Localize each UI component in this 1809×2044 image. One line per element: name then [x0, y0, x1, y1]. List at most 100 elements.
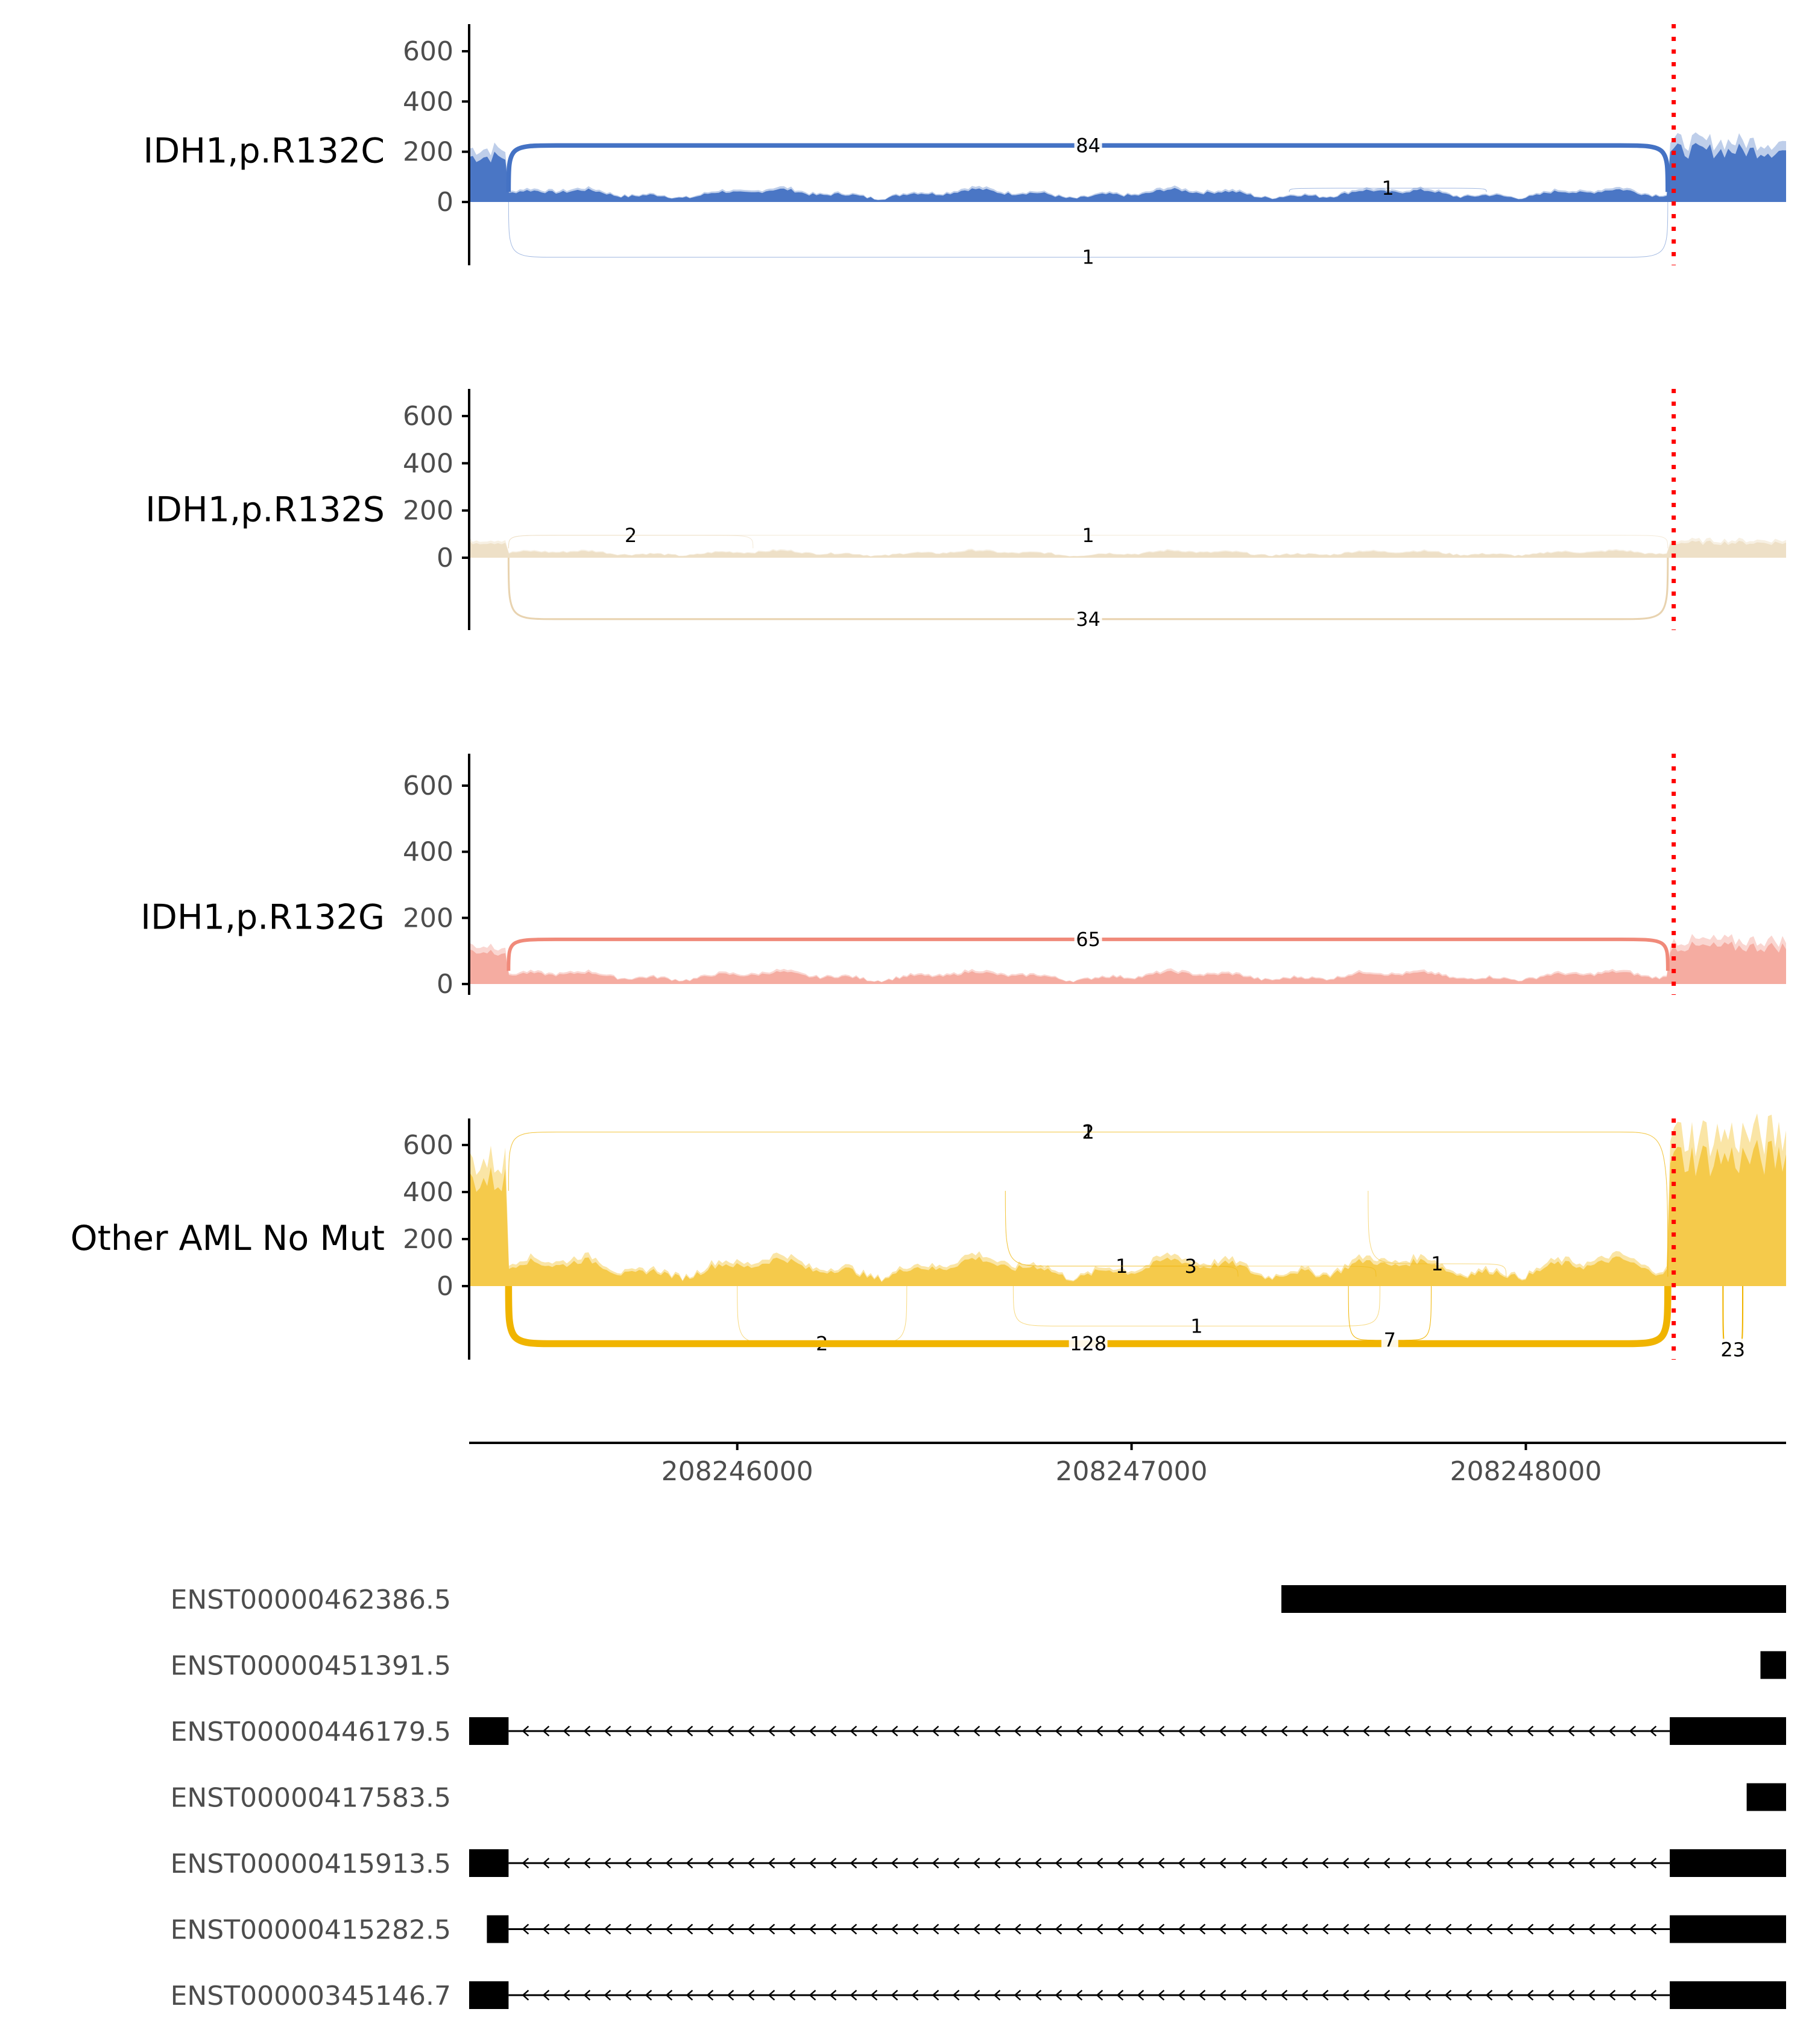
strand-arrow — [686, 1923, 693, 1935]
y-tick-label: 400 — [403, 86, 453, 117]
coverage-area-upper — [469, 132, 1786, 202]
strand-arrow — [1075, 1990, 1083, 2001]
strand-arrow — [1178, 1990, 1185, 2001]
y-tick-label: 0 — [437, 969, 453, 1000]
strand-arrow — [1137, 1990, 1144, 2001]
strand-arrow — [1567, 1726, 1575, 1736]
strand-arrow — [1506, 1923, 1514, 1935]
strand-arrow — [624, 1923, 632, 1935]
strand-arrow — [952, 1858, 960, 1869]
strand-arrow — [1219, 1858, 1227, 1869]
strand-arrow — [1055, 1858, 1062, 1869]
strand-arrow — [604, 1858, 611, 1869]
strand-arrow — [624, 1726, 632, 1736]
panel-1: 84 1 1 0 200 400 600 IDH1,p.R132C — [144, 24, 1786, 269]
junction-arc — [508, 535, 1669, 549]
strand-arrow — [1239, 1990, 1247, 2001]
panel-3: 65 0 200 400 600 IDH1,p.R132G — [140, 754, 1786, 1000]
junction-label: 1 — [1082, 524, 1094, 547]
y-tick-label: 400 — [403, 448, 453, 479]
exon — [1746, 1783, 1786, 1811]
strand-arrow — [870, 1858, 878, 1869]
y-tick-label: 0 — [437, 187, 453, 218]
strand-arrow — [1567, 1990, 1575, 2001]
strand-arrow — [1526, 1726, 1534, 1736]
junction-label: 23 — [1720, 1338, 1745, 1361]
exon — [1670, 1915, 1786, 1943]
strand-arrow — [727, 1858, 734, 1869]
junction-label: 1 — [1082, 1121, 1094, 1144]
strand-arrow — [1301, 1858, 1309, 1869]
panel-label: Other AML No Mut — [71, 1219, 385, 1258]
strand-arrow — [1055, 1990, 1062, 2001]
transcript-row: ENST00000451391.5 — [171, 1651, 1786, 1682]
strand-arrow — [1301, 1726, 1309, 1736]
strand-arrow — [1547, 1858, 1555, 1869]
strand-arrow — [1342, 1858, 1350, 1869]
strand-arrow — [1444, 1990, 1452, 2001]
strand-arrow — [1116, 1726, 1124, 1736]
strand-arrow — [686, 1726, 693, 1736]
strand-arrow — [1178, 1923, 1185, 1935]
coverage-area-upper — [469, 537, 1786, 558]
strand-arrow — [624, 1990, 632, 2001]
junction-label: 1 — [1431, 1252, 1443, 1275]
strand-arrow — [1629, 1923, 1637, 1935]
strand-arrow — [747, 1726, 755, 1736]
strand-arrow — [624, 1858, 632, 1869]
strand-arrow — [809, 1858, 816, 1869]
strand-arrow — [1014, 1923, 1021, 1935]
strand-arrow — [1157, 1858, 1165, 1869]
strand-arrow — [1403, 1858, 1411, 1869]
strand-arrow — [522, 1923, 529, 1935]
y-tick-label: 600 — [403, 1130, 453, 1161]
y-tick-label: 0 — [437, 543, 453, 573]
strand-arrow — [1219, 1726, 1227, 1736]
strand-arrow — [911, 1990, 919, 2001]
strand-arrow — [1629, 1858, 1637, 1869]
strand-arrow — [1649, 1923, 1657, 1935]
strand-arrow — [665, 1990, 673, 2001]
junction-label: 65 — [1076, 928, 1100, 951]
exon — [469, 1717, 509, 1745]
strand-arrow — [706, 1990, 714, 2001]
transcript-label: ENST00000451391.5 — [171, 1651, 451, 1682]
strand-arrow — [829, 1726, 837, 1736]
x-tick-label: 208247000 — [1056, 1456, 1208, 1487]
strand-arrow — [870, 1990, 878, 2001]
strand-arrow — [1383, 1858, 1391, 1869]
strand-arrow — [1567, 1858, 1575, 1869]
strand-arrow — [1403, 1726, 1411, 1736]
exon — [1670, 1717, 1786, 1745]
exon — [1281, 1585, 1786, 1613]
transcript-row: ENST00000446179.5 — [171, 1717, 1786, 1747]
strand-arrow — [1157, 1726, 1165, 1736]
junction-label-bg — [1719, 1339, 1747, 1361]
strand-arrow — [1383, 1923, 1391, 1935]
transcript-label: ENST00000345146.7 — [171, 1981, 451, 2011]
strand-arrow — [768, 1990, 775, 2001]
strand-arrow — [1485, 1858, 1493, 1869]
strand-arrow — [1137, 1923, 1144, 1935]
strand-arrow — [870, 1923, 878, 1935]
strand-arrow — [1485, 1726, 1493, 1736]
transcript-label: ENST00000446179.5 — [171, 1717, 451, 1747]
strand-arrow — [1608, 1923, 1616, 1935]
coverage-area — [469, 143, 1786, 202]
strand-arrow — [1301, 1923, 1309, 1935]
strand-arrow — [788, 1726, 796, 1736]
strand-arrow — [1629, 1990, 1637, 2001]
transcript-row: ENST00000415913.5 — [171, 1849, 1786, 1879]
y-tick-label: 200 — [403, 1224, 453, 1255]
junction-label: 1 — [1190, 1314, 1202, 1337]
junction-label: 1 — [1381, 177, 1394, 200]
exon — [469, 1849, 509, 1877]
strand-arrow — [1034, 1726, 1042, 1736]
strand-arrow — [563, 1990, 570, 2001]
strand-arrow — [952, 1726, 960, 1736]
strand-arrow — [1588, 1858, 1596, 1869]
strand-arrow — [1403, 1923, 1411, 1935]
strand-arrow — [1219, 1990, 1227, 2001]
strand-arrow — [1444, 1923, 1452, 1935]
